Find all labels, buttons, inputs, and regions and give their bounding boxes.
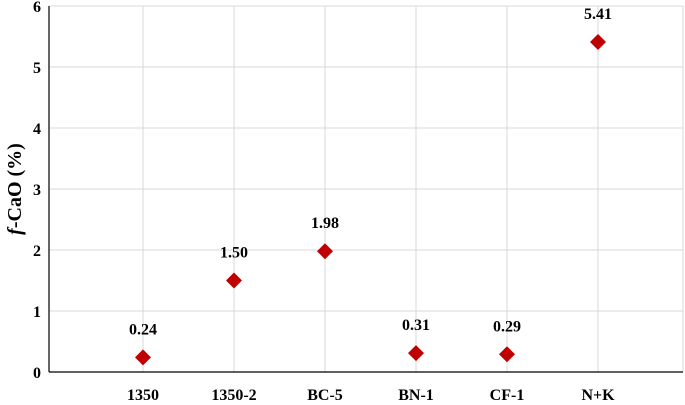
y-tick-label: 0 (33, 365, 41, 382)
data-label: 0.29 (493, 318, 521, 335)
y-tick-label: 2 (33, 243, 41, 260)
y-tick-label: 4 (33, 121, 41, 138)
x-tick-label: BN-1 (398, 387, 434, 404)
x-tick-label: BC-5 (307, 387, 343, 404)
y-axis-title: f-CaO (%) (4, 143, 26, 235)
data-points (135, 33, 606, 366)
y-tick-label: 6 (33, 0, 41, 16)
y-tick-labels: 0 1 2 3 4 5 6 (33, 0, 41, 382)
data-label: 0.24 (129, 321, 157, 338)
data-point-diamond (226, 272, 242, 289)
data-label: 1.50 (220, 245, 248, 262)
x-tick-label: 1350 (127, 387, 159, 404)
data-point-diamond (590, 33, 606, 50)
data-point-diamond (317, 243, 333, 260)
data-point-diamond (499, 346, 515, 363)
data-label: 0.31 (402, 317, 430, 334)
data-label: 5.41 (584, 6, 612, 23)
data-label: 1.98 (311, 215, 339, 232)
x-tick-label: 1350-2 (211, 387, 256, 404)
x-tick-label: CF-1 (490, 387, 525, 404)
y-axis-title-rest: -CaO (%) (4, 143, 26, 228)
data-point-diamond (135, 349, 151, 366)
x-tick-labels: 1350 1350-2 BC-5 BN-1 CF-1 N+K (127, 387, 615, 404)
y-tick-label: 3 (33, 182, 41, 199)
axes (48, 6, 683, 373)
y-tick-label: 5 (33, 60, 41, 77)
y-tick-label: 1 (33, 304, 41, 321)
y-axis-title-italic: f (4, 226, 26, 235)
x-tick-label: N+K (581, 387, 615, 404)
data-labels: 0.24 1.50 1.98 0.31 0.29 5.41 (129, 6, 612, 338)
grid-lines (49, 5, 684, 372)
data-point-diamond (408, 345, 424, 362)
